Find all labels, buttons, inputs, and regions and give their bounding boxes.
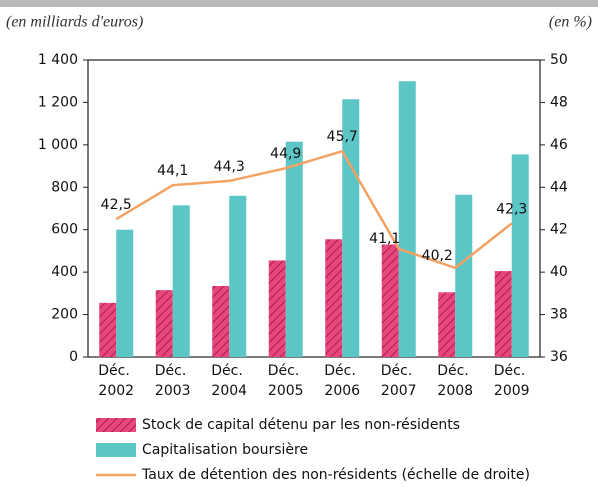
plot-frame bbox=[87, 59, 541, 358]
subtitle-left: (en milliards d'euros) bbox=[6, 14, 143, 31]
bar bbox=[511, 154, 529, 357]
bar bbox=[268, 260, 286, 357]
data-label: 44,9 bbox=[270, 146, 301, 162]
subtitle-right: (en %) bbox=[549, 14, 592, 31]
y2-tick-label: 36 bbox=[550, 349, 568, 365]
x-tick-label: Déc. 2008 bbox=[437, 363, 473, 399]
bar bbox=[155, 290, 173, 357]
bar bbox=[116, 229, 134, 357]
data-label: 45,7 bbox=[327, 129, 358, 145]
legend-swatch bbox=[96, 443, 136, 457]
y-tick-label: 400 bbox=[51, 264, 78, 280]
data-label: 42,3 bbox=[496, 201, 527, 217]
y-tick-label: 0 bbox=[69, 349, 78, 365]
bar bbox=[325, 239, 343, 357]
bar bbox=[172, 205, 190, 357]
line bbox=[115, 149, 513, 270]
y-tick-label: 800 bbox=[51, 179, 78, 195]
x-tick-label: Déc. 2006 bbox=[324, 363, 360, 399]
x-tick-label: Déc. 2003 bbox=[155, 363, 191, 399]
bar bbox=[342, 99, 360, 357]
bar bbox=[285, 141, 303, 357]
data-label: 40,2 bbox=[422, 248, 453, 264]
x-tick-label: Déc. 2007 bbox=[381, 363, 417, 399]
legend-swatch bbox=[96, 418, 136, 432]
y2-tick-label: 38 bbox=[550, 307, 568, 323]
bar bbox=[438, 292, 456, 357]
header-bar bbox=[0, 0, 598, 7]
x-tick-label: Déc. 2004 bbox=[211, 363, 247, 399]
data-label: 41,1 bbox=[369, 231, 400, 247]
x-tick-label: Déc. 2009 bbox=[494, 363, 530, 399]
data-label: 44,3 bbox=[214, 159, 245, 175]
legend-label: Stock de capital détenu par les non-rési… bbox=[142, 417, 460, 433]
bar bbox=[381, 244, 399, 357]
data-label: 42,5 bbox=[101, 197, 132, 213]
y-tick-label: 1 200 bbox=[38, 94, 78, 110]
bar bbox=[494, 271, 512, 357]
y2-tick-label: 50 bbox=[550, 52, 568, 68]
y-tick-label: 600 bbox=[51, 222, 78, 238]
legend-label: Taux de détention des non-résidents (éch… bbox=[141, 467, 530, 483]
legend-label: Capitalisation boursière bbox=[142, 442, 308, 458]
y-tick-label: 1 000 bbox=[38, 137, 78, 153]
y-tick-label: 1 400 bbox=[38, 52, 78, 68]
x-tick-label: Déc. 2005 bbox=[268, 363, 304, 399]
y2-tick-label: 46 bbox=[550, 137, 568, 153]
y2-tick-label: 42 bbox=[550, 222, 568, 238]
data-label: 44,1 bbox=[157, 163, 188, 179]
y2-tick-label: 40 bbox=[550, 264, 568, 280]
bar bbox=[455, 194, 473, 357]
y2-tick-label: 44 bbox=[550, 179, 568, 195]
bar bbox=[229, 195, 247, 357]
x-tick-label: Déc. 2002 bbox=[98, 363, 134, 399]
bar bbox=[99, 302, 117, 357]
y-tick-label: 200 bbox=[51, 307, 78, 323]
bar bbox=[212, 285, 230, 357]
y2-tick-label: 48 bbox=[550, 94, 568, 110]
bar bbox=[398, 81, 416, 357]
